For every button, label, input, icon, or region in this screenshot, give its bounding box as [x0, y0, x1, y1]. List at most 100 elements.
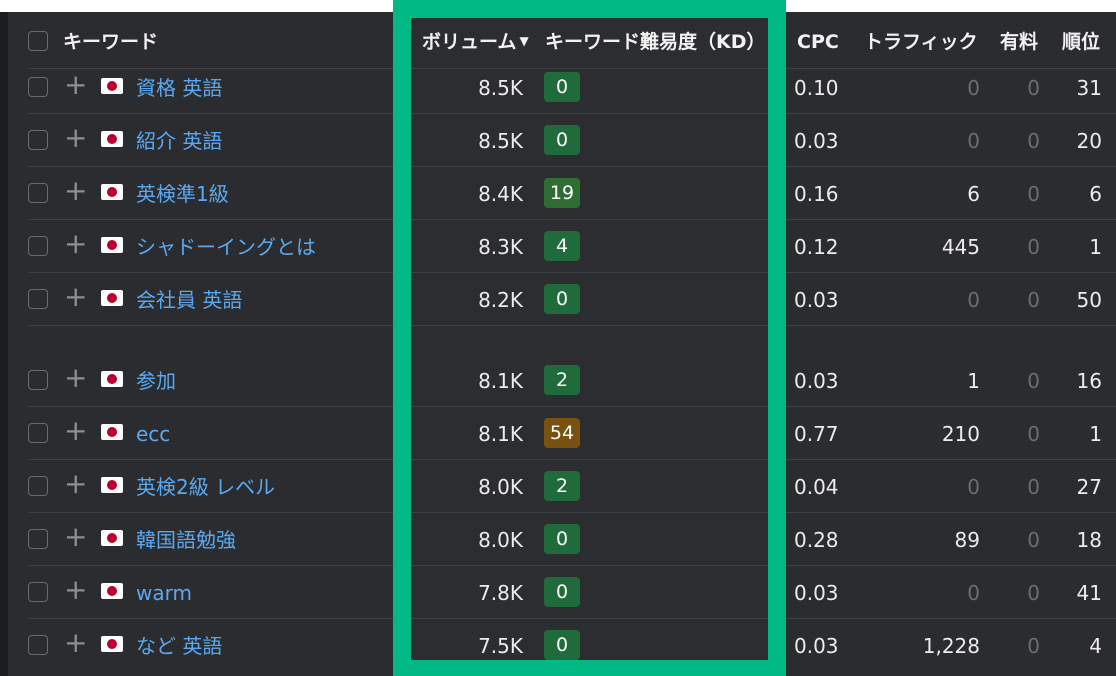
volume-value: 8.1K: [478, 369, 523, 393]
kd-badge: 19: [544, 178, 580, 208]
keyword-link[interactable]: 英検2級 レベル: [136, 475, 276, 499]
plus-icon[interactable]: +: [64, 573, 88, 606]
paid-value: 0: [1027, 422, 1040, 446]
traffic-value: 210: [941, 422, 980, 446]
paid-value: 0: [1027, 129, 1040, 153]
plus-icon[interactable]: +: [64, 174, 88, 207]
header-keyword[interactable]: キーワード: [63, 31, 159, 53]
rank-value: 27: [1076, 475, 1102, 499]
row-checkbox[interactable]: [28, 423, 48, 443]
rank-value: 31: [1076, 76, 1102, 100]
rank-value: 41: [1076, 581, 1102, 605]
row-checkbox[interactable]: [28, 476, 48, 496]
paid-value: 0: [1027, 288, 1040, 312]
traffic-value: 0: [967, 581, 980, 605]
table-header: キーワード ボリューム ▼ キーワード難易度（KD） CPC トラフィック 有料 …: [0, 12, 1116, 68]
plus-icon[interactable]: +: [64, 121, 88, 154]
volume-value: 8.5K: [478, 76, 523, 100]
header-cpc[interactable]: CPC: [797, 31, 839, 53]
row-checkbox[interactable]: [28, 529, 48, 549]
traffic-value: 6: [967, 182, 980, 206]
rank-value: 6: [1089, 182, 1102, 206]
row-separator: [28, 406, 1116, 407]
kd-badge: 2: [544, 365, 580, 395]
paid-value: 0: [1027, 581, 1040, 605]
row-checkbox[interactable]: [28, 582, 48, 602]
plus-icon[interactable]: +: [64, 68, 88, 101]
keyword-link[interactable]: 会社員 英語: [136, 288, 243, 312]
japan-flag-icon: [101, 290, 123, 306]
header-kd[interactable]: キーワード難易度（KD）: [545, 31, 766, 53]
volume-value: 7.8K: [478, 581, 523, 605]
row-separator: [28, 512, 1116, 513]
table-row: + ecc 8.1K 54 0.77 210 0 1: [0, 406, 1116, 459]
plus-icon[interactable]: +: [64, 414, 88, 447]
row-checkbox[interactable]: [28, 289, 48, 309]
row-separator: [28, 68, 1116, 69]
cpc-value: 0.03: [794, 634, 839, 658]
row-checkbox[interactable]: [28, 130, 48, 150]
japan-flag-icon: [101, 530, 123, 546]
row-separator: [28, 618, 1116, 619]
volume-value: 8.0K: [478, 528, 523, 552]
keyword-link[interactable]: 資格 英語: [136, 76, 223, 100]
header-traffic[interactable]: トラフィック: [864, 31, 978, 53]
cpc-value: 0.03: [794, 369, 839, 393]
paid-value: 0: [1027, 634, 1040, 658]
row-checkbox[interactable]: [28, 635, 48, 655]
cpc-value: 0.03: [794, 581, 839, 605]
rank-value: 4: [1089, 634, 1102, 658]
keyword-link[interactable]: 参加: [136, 369, 176, 393]
plus-icon[interactable]: +: [64, 227, 88, 260]
volume-value: 8.3K: [478, 235, 523, 259]
rank-value: 50: [1076, 288, 1102, 312]
kd-badge: 0: [544, 72, 580, 102]
header-rank[interactable]: 順位: [1062, 31, 1101, 53]
kd-badge: 0: [544, 630, 580, 660]
header-volume[interactable]: ボリューム ▼: [422, 12, 529, 68]
keyword-link[interactable]: 韓国語勉強: [136, 528, 236, 552]
rank-value: 1: [1089, 235, 1102, 259]
traffic-value: 0: [967, 475, 980, 499]
plus-icon[interactable]: +: [64, 361, 88, 394]
select-all-checkbox[interactable]: [28, 31, 48, 51]
row-checkbox[interactable]: [28, 77, 48, 97]
top-edge: [0, 0, 1116, 12]
kd-badge: 2: [544, 471, 580, 501]
keyword-link[interactable]: 紹介 英語: [136, 129, 223, 153]
cpc-value: 0.10: [794, 76, 839, 100]
paid-value: 0: [1027, 76, 1040, 100]
row-checkbox[interactable]: [28, 370, 48, 390]
row-separator: [28, 219, 1116, 220]
row-separator: [28, 113, 1116, 114]
keyword-link[interactable]: warm: [136, 581, 192, 605]
plus-icon[interactable]: +: [64, 626, 88, 659]
row-checkbox[interactable]: [28, 236, 48, 256]
traffic-value: 0: [967, 129, 980, 153]
plus-icon[interactable]: +: [64, 520, 88, 553]
traffic-value: 1: [967, 369, 980, 393]
table-row: + シャドーイングとは 8.3K 4 0.12 445 0 1: [0, 219, 1116, 272]
table-row: + など 英語 7.5K 0 0.03 1,228 0 4: [0, 618, 1116, 671]
header-paid[interactable]: 有料: [1000, 31, 1039, 53]
kd-badge: 0: [544, 577, 580, 607]
keyword-link[interactable]: シャドーイングとは: [136, 235, 316, 259]
keyword-link[interactable]: ecc: [136, 422, 171, 446]
rank-value: 16: [1076, 369, 1102, 393]
traffic-value: 0: [967, 76, 980, 100]
plus-icon[interactable]: +: [64, 467, 88, 500]
row-checkbox[interactable]: [28, 183, 48, 203]
table-row: + 会社員 英語 8.2K 0 0.03 0 0 50: [0, 272, 1116, 325]
rank-value: 1: [1089, 422, 1102, 446]
japan-flag-icon: [101, 184, 123, 200]
cpc-value: 0.03: [794, 129, 839, 153]
keyword-link[interactable]: など 英語: [136, 634, 223, 658]
keyword-link[interactable]: 英検準1級: [136, 182, 229, 206]
japan-flag-icon: [101, 371, 123, 387]
plus-icon[interactable]: +: [64, 280, 88, 313]
cpc-value: 0.28: [794, 528, 839, 552]
cpc-value: 0.04: [794, 475, 839, 499]
cpc-value: 0.12: [794, 235, 839, 259]
japan-flag-icon: [101, 237, 123, 253]
volume-value: 8.0K: [478, 475, 523, 499]
